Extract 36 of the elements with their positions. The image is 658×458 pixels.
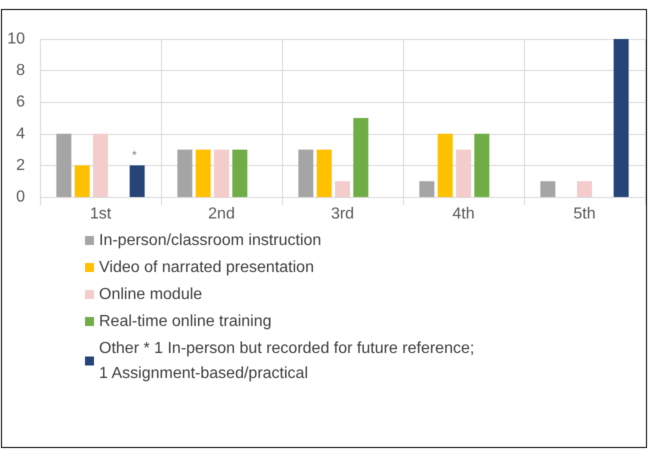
y-tick-label: 0	[16, 188, 26, 206]
bar	[576, 181, 592, 197]
bar	[92, 134, 108, 197]
annotation: *	[132, 148, 137, 162]
legend-label: Video of narrated presentation	[99, 259, 314, 276]
legend-label: Online module	[99, 286, 202, 303]
bar	[74, 165, 90, 197]
y-tick-label: 8	[16, 62, 26, 80]
bar	[353, 118, 368, 197]
bar	[419, 181, 434, 197]
x-tick-label: 5th	[573, 206, 596, 222]
bar	[130, 165, 145, 197]
y-tick-label: 6	[16, 94, 26, 111]
bar	[334, 181, 350, 197]
bar	[438, 134, 453, 197]
bar	[316, 150, 332, 197]
x-tick-label: 3rd	[330, 206, 354, 222]
legend-label: In-person/classroom instruction	[99, 232, 322, 249]
bar	[196, 150, 211, 197]
y-tick-label: 10	[7, 30, 26, 48]
bar	[474, 134, 490, 197]
bar	[232, 150, 248, 197]
bar	[540, 181, 556, 197]
legend-label: Other * 1 In-person but recorded for future reference; 1 Assignment-based/practical	[99, 340, 474, 382]
bar	[177, 150, 192, 197]
bar	[456, 150, 472, 197]
y-tick-label: 2	[16, 156, 26, 174]
legend-label: Real-time online training	[99, 313, 272, 330]
y-tick-label: 4	[16, 125, 26, 142]
bar	[214, 150, 230, 197]
x-tick-label: 1st	[90, 206, 112, 222]
bar	[56, 134, 72, 197]
bar	[614, 39, 629, 197]
bar	[298, 150, 314, 197]
x-tick-label: 4th	[452, 206, 475, 222]
x-tick-label: 2nd	[208, 206, 235, 222]
